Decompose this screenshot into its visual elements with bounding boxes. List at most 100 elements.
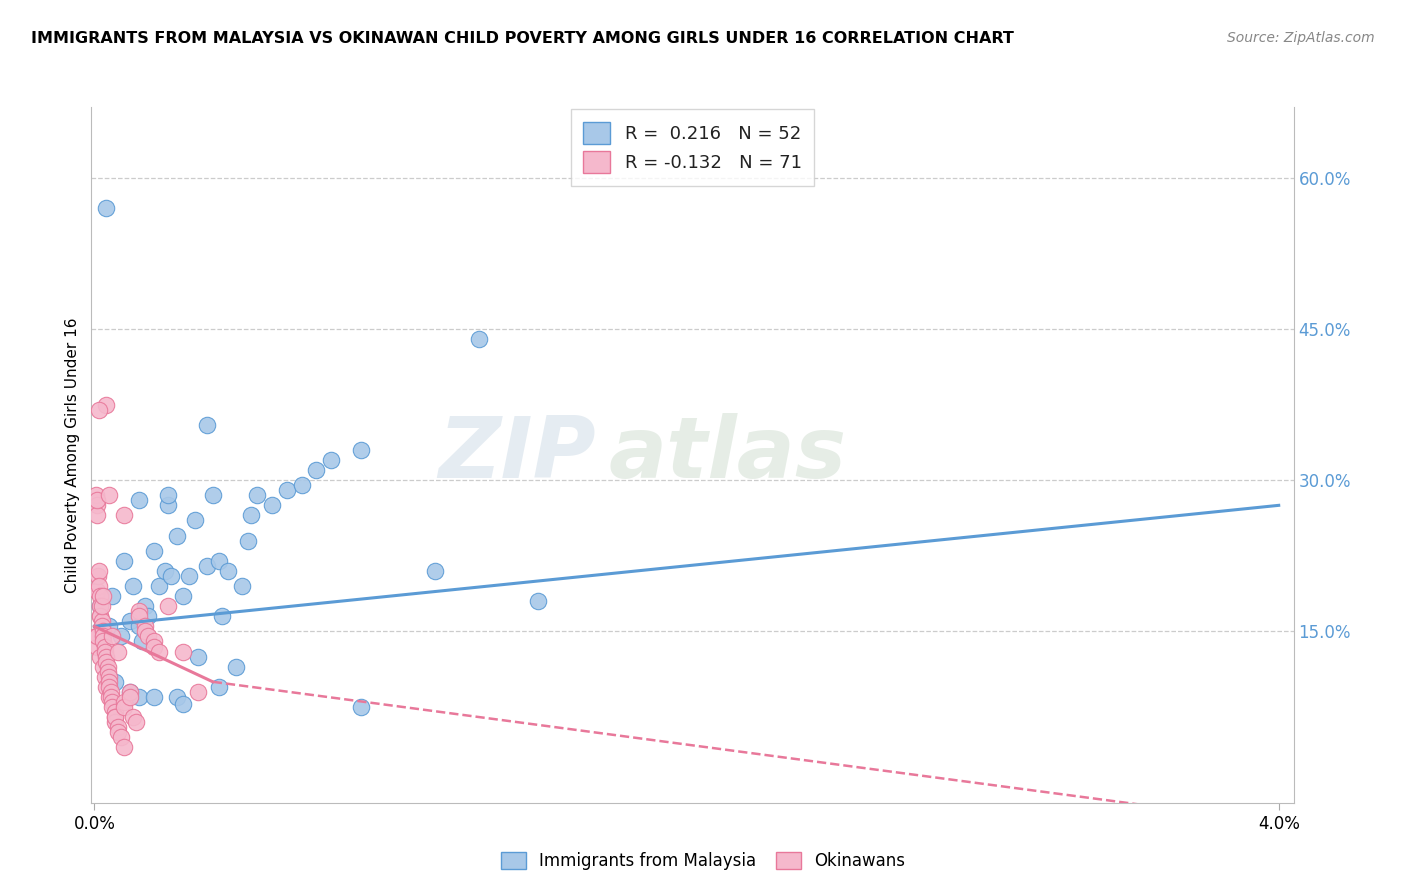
Point: [93, 644, 115, 658]
Point: [112, 700, 135, 714]
Point: [91, 659, 114, 673]
Point: [291, 478, 314, 492]
Point: [195, 558, 218, 573]
Point: [96, 655, 118, 669]
Text: Source: ZipAtlas.com: Source: ZipAtlas.com: [1227, 31, 1375, 45]
Point: [184, 513, 207, 527]
Point: [246, 488, 269, 502]
Point: [87, 564, 110, 578]
Point: [128, 690, 150, 704]
Point: [321, 453, 343, 467]
Point: [104, 710, 127, 724]
Point: [157, 499, 180, 513]
Point: [98, 690, 121, 704]
Point: [101, 695, 124, 709]
Point: [118, 615, 141, 629]
Point: [89, 599, 111, 614]
Point: [112, 554, 135, 568]
Point: [305, 463, 328, 477]
Point: [100, 685, 122, 699]
Point: [86, 640, 108, 654]
Point: [104, 674, 127, 689]
Point: [87, 569, 110, 583]
Point: [142, 640, 165, 654]
Point: [187, 685, 209, 699]
Point: [98, 619, 121, 633]
Point: [89, 649, 111, 664]
Point: [157, 599, 180, 614]
Point: [172, 589, 194, 603]
Point: [96, 201, 118, 215]
Point: [112, 508, 135, 523]
Point: [118, 685, 141, 699]
Point: [208, 554, 231, 568]
Point: [231, 579, 253, 593]
Point: [98, 488, 121, 502]
Point: [172, 644, 194, 658]
Point: [121, 710, 143, 724]
Point: [101, 700, 124, 714]
Point: [98, 670, 121, 684]
Point: [104, 705, 127, 719]
Point: [96, 397, 118, 411]
Point: [86, 499, 108, 513]
Point: [84, 629, 107, 643]
Text: IMMIGRANTS FROM MALAYSIA VS OKINAWAN CHILD POVERTY AMONG GIRLS UNDER 16 CORRELAT: IMMIGRANTS FROM MALAYSIA VS OKINAWAN CHI…: [31, 31, 1014, 46]
Point: [208, 680, 231, 694]
Point: [527, 594, 550, 608]
Point: [142, 634, 165, 648]
Point: [157, 488, 180, 502]
Point: [155, 564, 177, 578]
Point: [260, 499, 283, 513]
Point: [86, 508, 108, 523]
Point: [125, 715, 148, 730]
Point: [187, 649, 209, 664]
Point: [134, 599, 156, 614]
Point: [148, 579, 170, 593]
Point: [90, 619, 112, 633]
Point: [107, 720, 129, 734]
Point: [423, 564, 446, 578]
Point: [98, 674, 121, 689]
Point: [91, 629, 114, 643]
Y-axis label: Child Poverty Among Girls Under 16: Child Poverty Among Girls Under 16: [65, 318, 80, 592]
Point: [107, 725, 129, 739]
Point: [128, 493, 150, 508]
Point: [90, 599, 112, 614]
Point: [136, 609, 159, 624]
Point: [86, 584, 108, 599]
Point: [134, 624, 156, 639]
Text: atlas: atlas: [609, 413, 846, 497]
Point: [110, 731, 132, 745]
Point: [104, 715, 127, 730]
Point: [112, 740, 135, 755]
Legend: R =  0.216   N = 52, R = -0.132   N = 71: R = 0.216 N = 52, R = -0.132 N = 71: [571, 109, 814, 186]
Point: [91, 589, 114, 603]
Point: [84, 488, 107, 502]
Point: [89, 589, 111, 603]
Point: [118, 685, 141, 699]
Point: [211, 609, 233, 624]
Point: [468, 332, 491, 346]
Point: [96, 649, 118, 664]
Point: [87, 402, 110, 417]
Point: [87, 579, 110, 593]
Point: [276, 483, 298, 498]
Point: [142, 690, 165, 704]
Point: [112, 695, 135, 709]
Point: [100, 690, 122, 704]
Point: [93, 670, 115, 684]
Point: [350, 700, 373, 714]
Point: [177, 569, 200, 583]
Point: [134, 619, 156, 633]
Point: [121, 579, 143, 593]
Point: [89, 609, 111, 624]
Point: [104, 710, 127, 724]
Point: [101, 589, 124, 603]
Point: [128, 604, 150, 618]
Legend: Immigrants from Malaysia, Okinawans: Immigrants from Malaysia, Okinawans: [494, 845, 912, 877]
Point: [93, 640, 115, 654]
Point: [238, 533, 260, 548]
Point: [91, 634, 114, 648]
Text: ZIP: ZIP: [439, 413, 596, 497]
